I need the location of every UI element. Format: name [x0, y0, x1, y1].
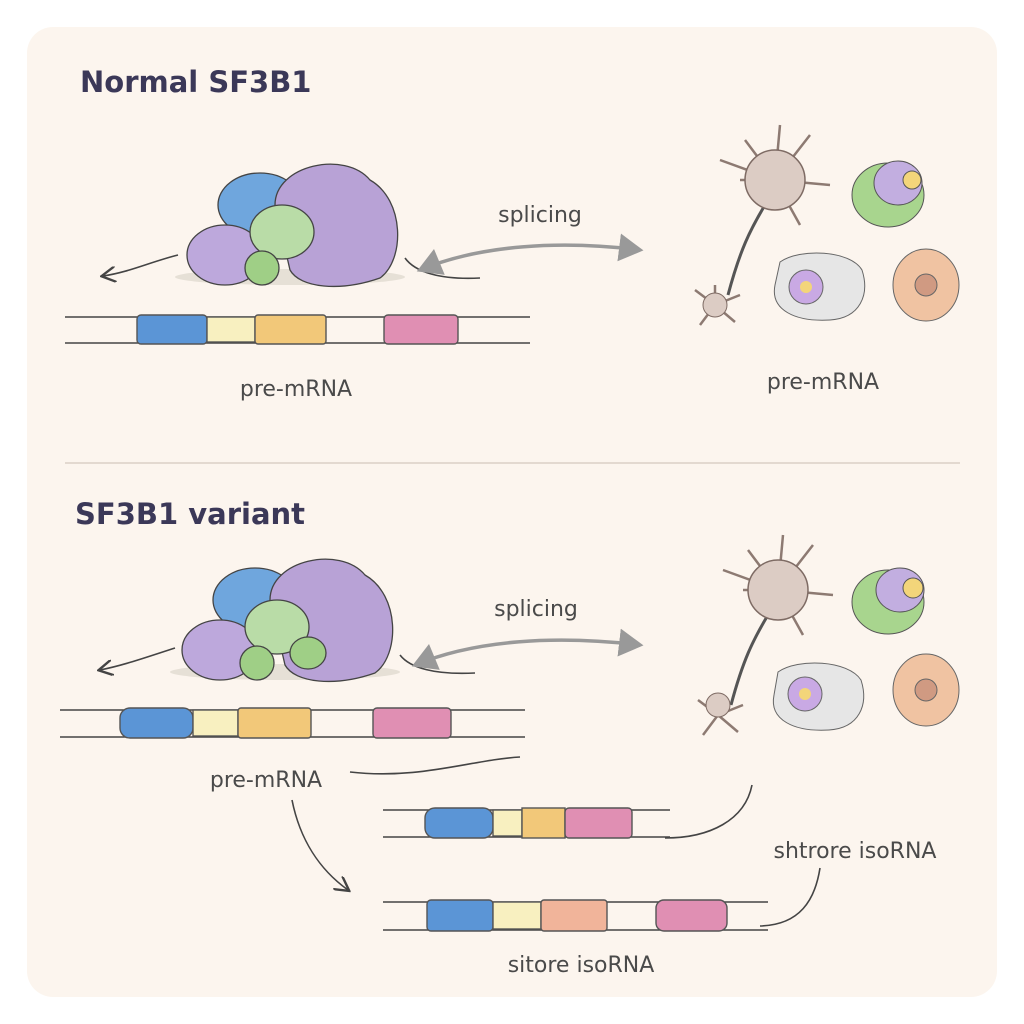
isoform-2-label: sitore isoRNA: [508, 953, 655, 978]
splicing-label-variant: splicing: [494, 597, 578, 622]
normal-title: Normal SF3B1: [80, 65, 311, 99]
exon-pink: [655, 899, 728, 932]
splicing-label: splicing: [498, 203, 582, 228]
exon-salmon: [540, 899, 608, 932]
exon-orange: [237, 707, 312, 739]
cells-label: pre-mRNA: [767, 370, 879, 395]
exon-blue: [424, 807, 494, 839]
exon-yellow: [492, 809, 523, 837]
isoform-1-label: shtrore isoRNA: [774, 839, 937, 864]
exon-pink: [383, 314, 459, 345]
cells-variant: [697, 534, 960, 736]
exon-yellow: [192, 709, 239, 737]
spliceosome-complex-normal: [175, 163, 405, 287]
isoform-2: [383, 899, 768, 932]
premrna-label-variant: pre-mRNA: [210, 768, 322, 793]
isoform-arrow: [291, 799, 348, 890]
exon-blue: [426, 899, 494, 932]
isoform-1-connector: [664, 784, 753, 839]
splicing-arrow-variant: [411, 628, 644, 670]
exon-orange: [521, 807, 566, 839]
exon-pink: [372, 707, 452, 739]
exon-orange: [254, 314, 327, 345]
variant-title: SF3B1 variant: [75, 497, 305, 531]
exon-blue: [119, 707, 194, 739]
exit-arrow-variant: [100, 647, 176, 670]
premrna-variant: [60, 707, 525, 739]
premrna-normal: [65, 314, 530, 345]
premrna-label: pre-mRNA: [240, 377, 352, 402]
splicing-arrow: [416, 233, 644, 275]
exit-arrow: [103, 254, 179, 276]
isoform-2-connector: [759, 867, 821, 927]
isoform-1: [383, 807, 670, 839]
exon-yellow: [206, 316, 256, 343]
exon-blue: [136, 314, 208, 345]
exon-yellow: [492, 901, 542, 930]
connector-line: [349, 756, 521, 775]
spliceosome-complex-variant: [170, 558, 400, 682]
exon-pink: [564, 807, 633, 839]
cells-normal: [694, 124, 960, 326]
